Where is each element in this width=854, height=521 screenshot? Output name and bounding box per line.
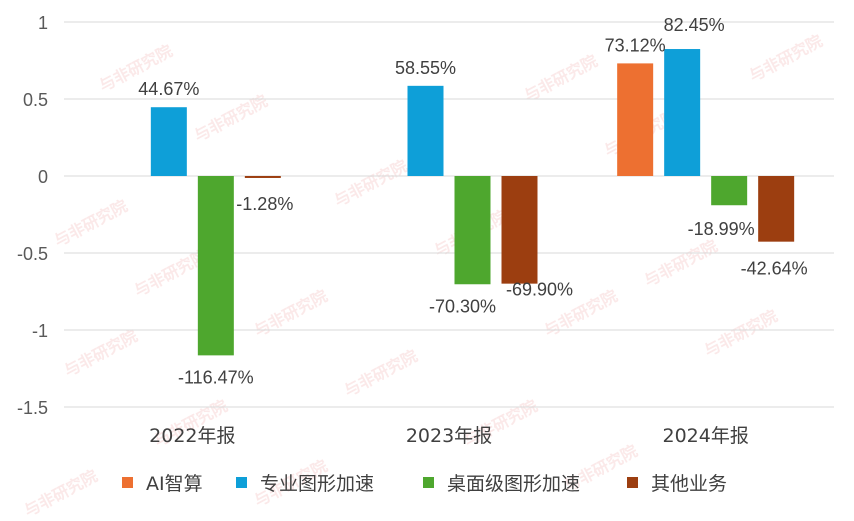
legend-swatch — [423, 477, 434, 488]
data-labels: 44.67% -116.47% -1.28% 58.55% -70.30% -69.90%… — [138, 15, 807, 387]
legend-label: 专业图形加速 — [260, 473, 374, 495]
x-tick-label: 2023年报 — [406, 425, 492, 447]
x-tick-label: 2022年报 — [149, 425, 235, 447]
bar-chart: 1 0.5 0 -0.5 -1 -1.5 44.67% -116.47% -1.28% 58.5… — [17, 13, 834, 495]
y-tick-label: -1.5 — [17, 398, 48, 418]
y-tick-label: 1 — [38, 13, 48, 33]
data-label: -1.28% — [236, 194, 293, 214]
bar-2-1 — [664, 49, 701, 176]
legend-swatch — [122, 477, 133, 488]
y-axis: 1 0.5 0 -0.5 -1 -1.5 — [17, 13, 48, 418]
data-label: 73.12% — [605, 35, 666, 55]
data-label: -116.47% — [178, 367, 254, 387]
legend-label: AI智算 — [146, 473, 203, 495]
legend-swatch — [627, 477, 638, 488]
bar-0-2 — [197, 176, 234, 356]
bar-2-0 — [617, 63, 654, 176]
legend-label: 其他业务 — [651, 473, 727, 495]
data-label: -42.64% — [741, 259, 808, 279]
y-tick-label: 0.5 — [23, 90, 48, 110]
legend: AI智算 专业图形加速 桌面级图形加速 其他业务 — [122, 473, 727, 495]
legend-swatch — [236, 477, 247, 488]
data-label: -69.90% — [506, 280, 573, 300]
bar-1-2 — [454, 176, 491, 285]
y-tick-label: -1 — [32, 321, 48, 341]
bar-2-2 — [711, 176, 748, 206]
bar-0-1 — [150, 107, 187, 176]
y-tick-label: -0.5 — [17, 244, 48, 264]
x-axis: 2022年报 2023年报 2024年报 — [149, 425, 749, 447]
bar-2-3 — [758, 176, 795, 242]
x-tick-label: 2024年报 — [662, 425, 748, 447]
bar-1-3 — [501, 176, 538, 284]
data-label: -70.30% — [429, 296, 496, 316]
data-label: 58.55% — [395, 58, 456, 78]
bar-1-1 — [407, 85, 444, 176]
gridlines — [64, 21, 834, 408]
data-label: 44.67% — [138, 79, 199, 99]
bar-0-3 — [244, 176, 281, 178]
data-label: -18.99% — [688, 219, 755, 239]
legend-label: 桌面级图形加速 — [447, 473, 580, 495]
y-tick-label: 0 — [38, 167, 48, 187]
data-label: 82.45% — [664, 15, 725, 35]
bars — [150, 49, 795, 356]
